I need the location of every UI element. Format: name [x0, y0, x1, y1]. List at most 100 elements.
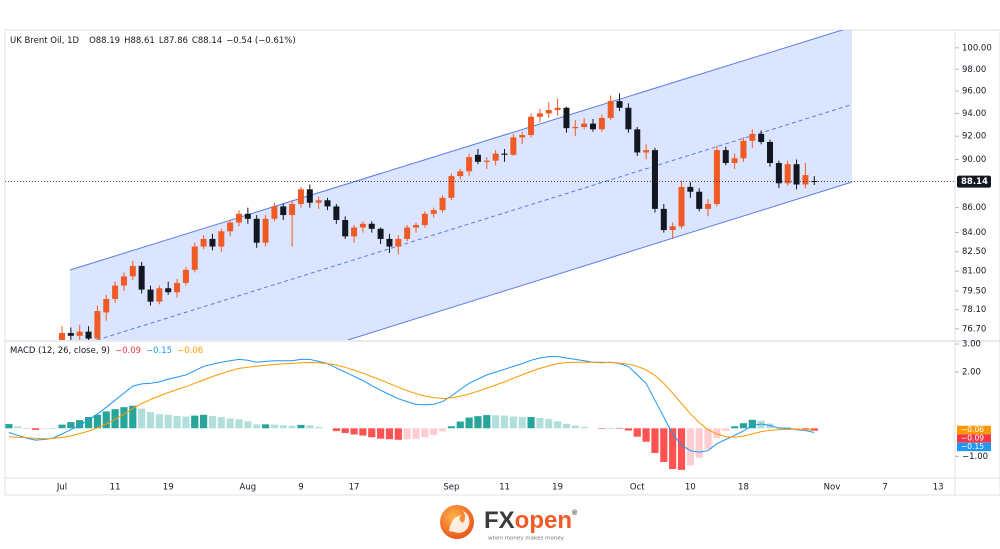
candle-body — [483, 160, 490, 162]
histogram-bar — [315, 426, 323, 429]
macd-line — [8, 361, 815, 440]
value-badge — [957, 425, 991, 435]
candle-body — [722, 150, 729, 164]
histogram-bar — [200, 414, 208, 429]
histogram-bar — [394, 428, 402, 440]
candle-body — [324, 200, 331, 207]
candle-body — [351, 227, 358, 237]
candle-body — [182, 269, 189, 283]
histogram-bar — [624, 428, 632, 431]
channel-fill — [70, 30, 852, 340]
histogram-bar — [191, 415, 199, 429]
candle-body — [165, 288, 172, 293]
histogram-bar — [580, 426, 588, 429]
histogram-bar — [474, 416, 482, 429]
candle-body — [333, 206, 340, 221]
histogram-bar — [67, 422, 75, 429]
candle-body — [209, 238, 216, 247]
candle-body — [545, 110, 552, 114]
histogram-bar — [748, 419, 756, 429]
ohlc-low: L87.86 — [159, 36, 188, 46]
candle-body — [262, 218, 269, 243]
histogram-bar — [421, 428, 429, 438]
candle-body — [85, 331, 92, 339]
candle-body — [696, 191, 703, 209]
x-tick-label: 19 — [552, 483, 563, 493]
histogram-bar — [385, 428, 394, 440]
histogram-bar — [660, 428, 668, 462]
candle-body — [590, 123, 596, 130]
channel-drawing — [69, 30, 853, 340]
y-tick-label: 82.50 — [962, 247, 986, 257]
candle-body — [395, 238, 402, 247]
histogram-bar — [527, 417, 535, 429]
histogram-bar — [279, 425, 287, 429]
histogram-bar — [155, 414, 163, 429]
y-tick-label: 96.00 — [962, 87, 986, 97]
y-tick-label: −1.00 — [962, 452, 988, 462]
histogram-bar — [341, 428, 349, 434]
candle-body — [731, 158, 738, 164]
macd-header: MACD (12, 26, close, 9) −0.09 −0.15 −0.06 — [10, 346, 203, 356]
logo-mark: ® — [572, 509, 578, 517]
candle-body — [466, 157, 473, 172]
candle-body — [94, 311, 101, 339]
symbol: UK Brent Oil, 1D — [10, 36, 80, 46]
candle-body — [439, 197, 446, 211]
histogram-bar — [350, 428, 358, 435]
candle-body — [793, 164, 800, 185]
x-tick-label: 18 — [738, 483, 749, 493]
logo-bird — [449, 511, 470, 533]
macd-pane — [5, 356, 818, 470]
histogram-bar — [359, 428, 367, 436]
candle-body — [413, 225, 419, 228]
logo-text: FXopen® — [484, 507, 578, 534]
candle-body — [775, 163, 782, 184]
histogram-bar — [536, 417, 544, 429]
histogram-bar — [704, 428, 712, 450]
y-tick-label: 78.10 — [962, 305, 986, 315]
candle-body — [802, 175, 809, 185]
logo-suffix: open — [515, 507, 572, 534]
histogram-bar — [235, 419, 243, 429]
candle-body — [528, 116, 535, 136]
logo-prefix: FX — [484, 507, 515, 534]
candle-body — [634, 129, 641, 153]
histogram-bar — [377, 428, 385, 439]
histogram-bar — [598, 428, 606, 429]
histogram-bar — [58, 424, 66, 429]
y-tick-label: 92.00 — [962, 132, 986, 142]
histogram-bar — [182, 416, 190, 429]
histogram-bar — [775, 426, 783, 429]
candle-body — [510, 137, 517, 155]
histogram-bar — [164, 414, 172, 429]
histogram-bar — [633, 428, 641, 437]
candle-body — [678, 186, 685, 227]
price-header: UK Brent Oil, 1D O88.19 H88.61 L87.86 C88.14… — [10, 36, 296, 46]
histogram-bar — [138, 408, 146, 429]
histogram-bar — [695, 428, 703, 458]
histogram-bar — [686, 428, 694, 466]
histogram-bar — [111, 409, 119, 429]
candle-body — [297, 189, 304, 204]
ohlc-high: H88.61 — [124, 36, 155, 46]
histogram-bar — [306, 425, 314, 429]
candle-body — [554, 107, 561, 111]
candle-body — [156, 288, 163, 302]
candle-body — [501, 153, 508, 155]
histogram-bar — [261, 424, 270, 429]
y-tick-label: 3.00 — [962, 339, 981, 349]
candle-body — [713, 150, 720, 204]
logo-tagline: when money makes money — [488, 536, 565, 542]
logo: FXopen® when money makes money — [440, 505, 578, 542]
channel-median — [96, 104, 853, 340]
y-tick-label: 86.00 — [962, 203, 986, 213]
candle-body — [218, 231, 225, 247]
candle-body — [784, 164, 791, 184]
histogram-bar — [784, 427, 792, 429]
histogram-bar — [518, 417, 526, 429]
histogram-bar — [615, 428, 624, 429]
